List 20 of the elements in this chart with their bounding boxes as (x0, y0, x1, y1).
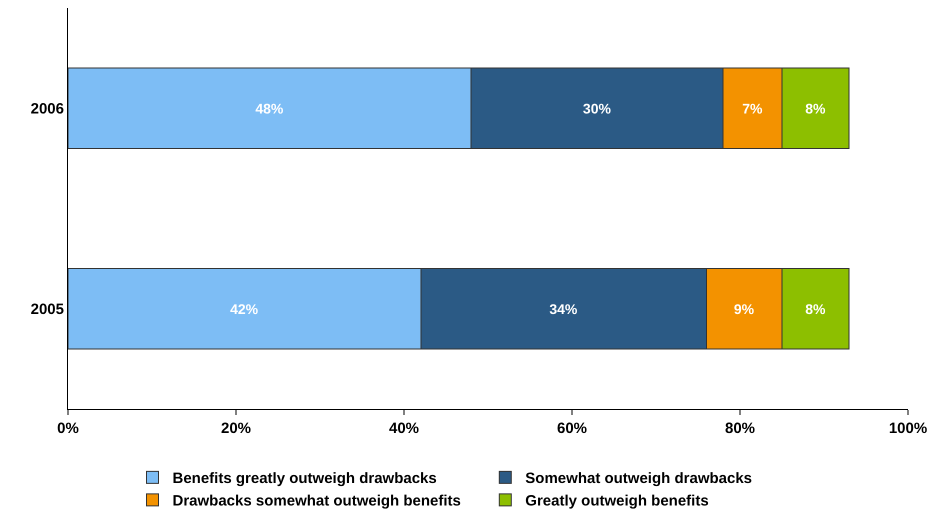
x-tick-label: 60% (556, 420, 588, 437)
data-label: 42% (230, 300, 259, 317)
x-tick-label: 0% (57, 420, 79, 437)
data-label: 8% (805, 100, 826, 116)
x-tick-label: 20% (220, 420, 252, 437)
legend-label: Drawbacks somewhat outweigh benefits (172, 492, 461, 510)
x-tick-label: 40% (388, 420, 420, 437)
legend-label: Greatly outweigh benefits (525, 492, 709, 510)
legend-label: Somewhat outweigh drawbacks (525, 470, 752, 488)
y-tick-label: 2006 (30, 100, 64, 118)
data-label: 7% (742, 100, 763, 116)
data-label: 8% (805, 300, 826, 317)
x-tick-label: 100% (888, 420, 928, 437)
data-label: 9% (734, 300, 755, 317)
data-label: 48% (255, 100, 284, 116)
x-tick-label: 80% (724, 420, 756, 437)
data-label: 34% (549, 300, 578, 317)
y-tick-label: 2005 (30, 301, 64, 318)
legend-label: Benefits greatly outweigh drawbacks (172, 470, 437, 488)
data-label: 30% (582, 100, 612, 116)
